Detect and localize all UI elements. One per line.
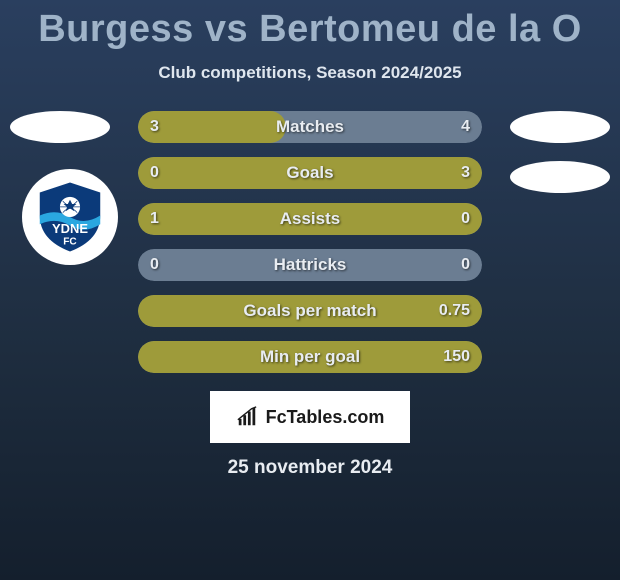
stat-bar: 0.75Goals per match [138,295,482,327]
svg-text:FC: FC [63,236,76,247]
team-shield-icon: YDNE FC [34,181,106,253]
bar-label: Min per goal [138,341,482,373]
stat-bar: 150Min per goal [138,341,482,373]
avatar-right-placeholder-1 [510,111,610,143]
date-text: 25 november 2024 [0,457,620,479]
subtitle: Club competitions, Season 2024/2025 [0,63,620,83]
bar-label: Hattricks [138,249,482,281]
avatar-left-placeholder [10,111,110,143]
stat-bar: 34Matches [138,111,482,143]
page-title: Burgess vs Bertomeu de la O [0,0,620,51]
bar-label: Goals [138,157,482,189]
credit-box: FcTables.com [210,391,410,443]
stat-bars: 34Matches 03Goals 10Assists 00Hattricks 0.75… [138,111,482,373]
bar-label: Goals per match [138,295,482,327]
stat-bar: 03Goals [138,157,482,189]
avatar-right-placeholder-2 [510,161,610,193]
comparison-panel: YDNE FC 34Matches 03Goals 10Assists 00Hattr… [0,111,620,373]
team-badge: YDNE FC [22,169,118,265]
stat-bar: 10Assists [138,203,482,235]
chart-icon [236,406,258,428]
bar-label: Matches [138,111,482,143]
svg-text:YDNE: YDNE [52,221,88,236]
credit-text: FcTables.com [266,407,385,428]
bar-label: Assists [138,203,482,235]
stat-bar: 00Hattricks [138,249,482,281]
